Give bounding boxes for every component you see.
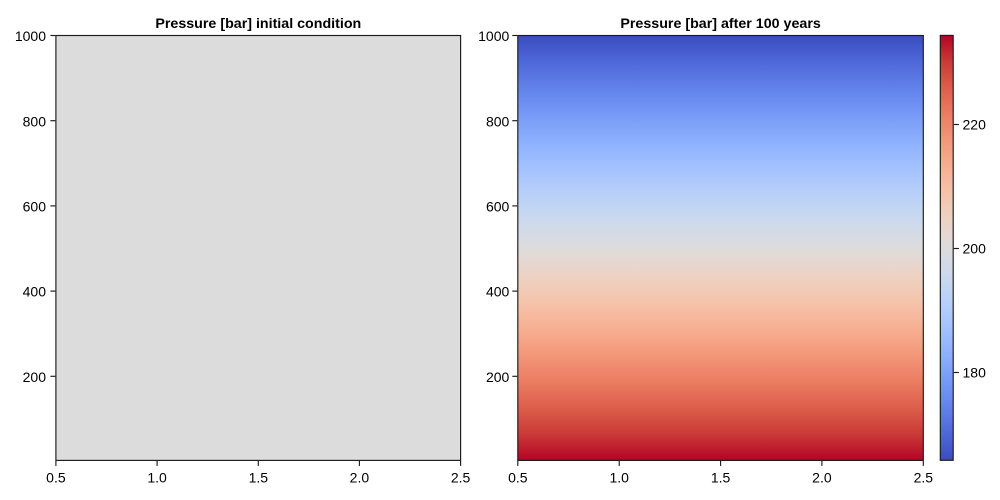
svg-text:200: 200 <box>963 241 987 257</box>
svg-text:600: 600 <box>23 199 47 215</box>
svg-text:800: 800 <box>23 113 47 129</box>
svg-text:1000: 1000 <box>478 28 509 44</box>
svg-text:Pressure [bar] after 100 years: Pressure [bar] after 100 years <box>620 16 820 32</box>
svg-text:1.5: 1.5 <box>249 470 269 486</box>
svg-text:0.5: 0.5 <box>508 470 528 486</box>
svg-text:1.5: 1.5 <box>711 470 731 486</box>
svg-text:2.5: 2.5 <box>914 470 934 486</box>
svg-text:180: 180 <box>963 365 987 381</box>
svg-text:1.0: 1.0 <box>147 470 167 486</box>
svg-text:2.0: 2.0 <box>812 470 832 486</box>
svg-text:1000: 1000 <box>15 28 46 44</box>
svg-text:800: 800 <box>486 113 510 129</box>
svg-text:200: 200 <box>23 369 47 385</box>
svg-text:600: 600 <box>486 199 510 215</box>
svg-text:400: 400 <box>486 284 510 300</box>
svg-text:0.5: 0.5 <box>46 470 66 486</box>
svg-text:400: 400 <box>23 284 47 300</box>
svg-text:220: 220 <box>963 117 987 133</box>
svg-text:2.5: 2.5 <box>451 470 471 486</box>
svg-text:2.0: 2.0 <box>350 470 370 486</box>
svg-text:200: 200 <box>486 369 510 385</box>
svg-text:Pressure [bar] initial conditi: Pressure [bar] initial condition <box>155 16 361 32</box>
svg-text:1.0: 1.0 <box>609 470 629 486</box>
